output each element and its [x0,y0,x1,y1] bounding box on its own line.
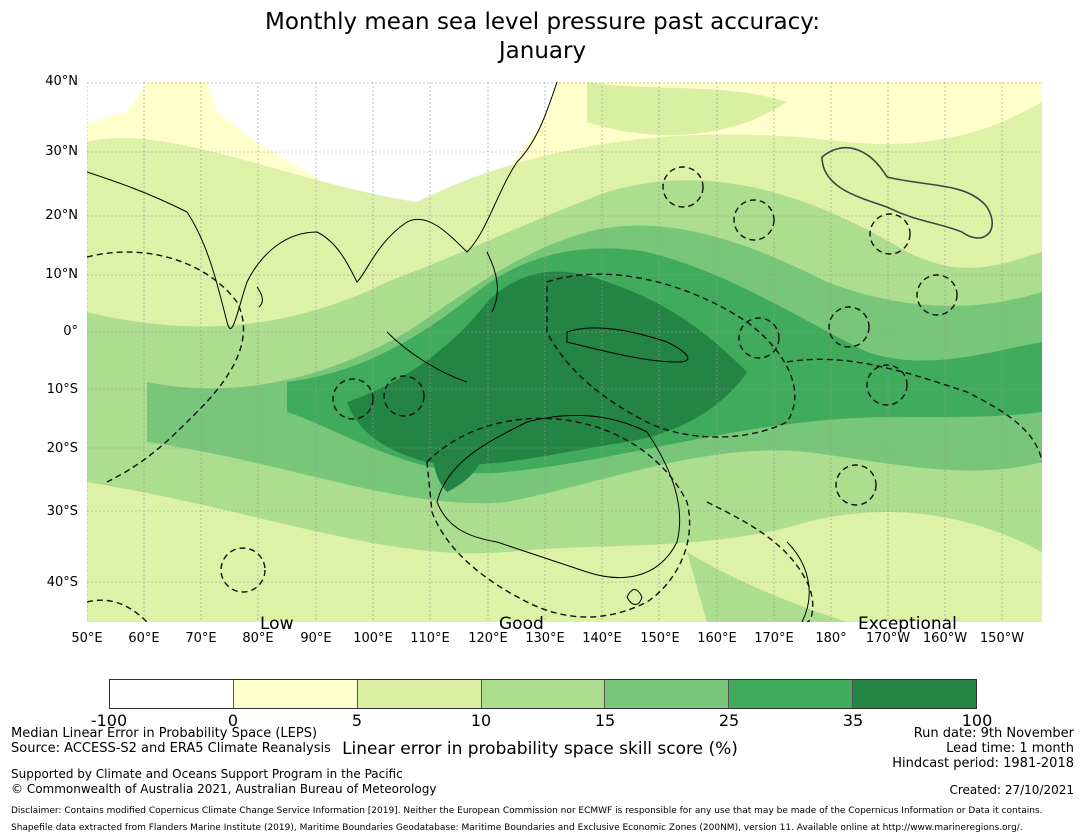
title-line-2: January [498,38,587,64]
shapefile-text: Shapefile data extracted from Flanders M… [11,823,1023,833]
lat-label-10n: 10°N [45,267,78,282]
copyright-text: © Commonwealth of Australia 2021, Austra… [11,782,437,796]
lon-label-100e: 100°E [353,631,393,646]
colorbar-segment-5 [605,680,730,708]
colorbar-tick: 35 [842,711,864,730]
coastline-new-zealand [786,541,810,622]
method-text: Median Linear Error in Probability Space… [11,726,318,741]
lon-label-120e: 120°E [468,631,508,646]
lon-label-70e: 70°E [185,631,217,646]
coastline-philippines [486,251,498,313]
colorbar-segment-4 [481,680,606,708]
lat-label-0: 0° [63,324,78,339]
no-skill-region-west [87,82,147,122]
skill-band-35-100-west-aus [432,382,485,492]
skill-map-graphic [87,82,1042,622]
eez-boundaries [87,166,1042,622]
lon-label-160w: 160°W [922,631,968,646]
colorbar-tick: 0 [227,711,239,730]
lon-label-50e: 50°E [71,631,103,646]
chart-title: Monthly mean sea level pressure past acc… [0,8,1085,66]
lat-label-20n: 20°N [45,208,78,223]
colorbar-label: Linear error in probability space skill … [342,739,738,759]
lon-label-180: 180° [815,631,847,646]
colorbar-segment-7 [853,680,977,708]
lon-label-140e: 140°E [582,631,622,646]
coastlines [87,82,810,622]
colorbar-tick: 15 [594,711,616,730]
lon-label-80e: 80°E [242,631,274,646]
run-date-text: Run date: 9th November [913,726,1074,741]
lat-label-30s: 30°S [46,504,78,519]
colorbar [109,679,977,709]
skill-map [87,82,1042,622]
colorbar-tick: 10 [470,711,492,730]
coastline-new-guinea [566,327,689,363]
colorbar-segment-3 [357,680,482,708]
support-text: Supported by Climate and Oceans Support … [11,767,403,781]
lat-label-10s: 10°S [46,382,78,397]
lon-label-130e: 130°E [525,631,565,646]
coastline-australia [436,414,681,578]
coastline-indonesia [386,331,468,383]
lead-time-text: Lead time: 1 month [946,741,1074,756]
colorbar-tick: 100 [961,711,993,730]
lat-label-20s: 20°S [46,441,78,456]
skill-band-10-15-south [687,552,847,622]
lat-label-40s: 40°S [46,575,78,590]
lon-label-160e: 160°E [697,631,737,646]
source-text: Source: ACCESS-S2 and ERA5 Climate Reana… [11,741,331,756]
lon-label-170w: 170°W [865,631,911,646]
coastline-asia [87,82,558,329]
graticule [87,82,1042,622]
category-low-label: Low [260,614,294,634]
hawaii-eez-outline [821,146,993,239]
lat-label-30n: 30°N [45,144,78,159]
category-good-label: Good [499,614,544,634]
colorbar-segment-2 [233,680,358,708]
lon-label-110e: 110°E [410,631,450,646]
colorbar-segment-1 [110,680,234,708]
coastline-sri-lanka [256,286,263,308]
lon-label-60e: 60°E [128,631,160,646]
colorbar-tick: 5 [351,711,363,730]
lon-label-90e: 90°E [300,631,332,646]
lon-label-150e: 150°E [640,631,680,646]
coastline-tasmania [626,589,643,605]
created-text: Created: 27/10/2021 [949,783,1074,797]
colorbar-tick: -100 [90,711,128,730]
skill-band-5-10-north [587,82,787,136]
colorbar-segment-6 [729,680,854,708]
title-line-1: Monthly mean sea level pressure past acc… [265,9,820,35]
disclaimer-text: Disclaimer: Contains modified Copernicus… [11,806,1043,816]
lat-label-40n: 40°N [45,74,78,89]
lon-label-150w: 150°W [979,631,1025,646]
lon-label-170e: 170°E [754,631,794,646]
hindcast-text: Hindcast period: 1981-2018 [892,756,1074,771]
category-exceptional-label: Exceptional [858,614,957,634]
colorbar-tick: 25 [718,711,740,730]
